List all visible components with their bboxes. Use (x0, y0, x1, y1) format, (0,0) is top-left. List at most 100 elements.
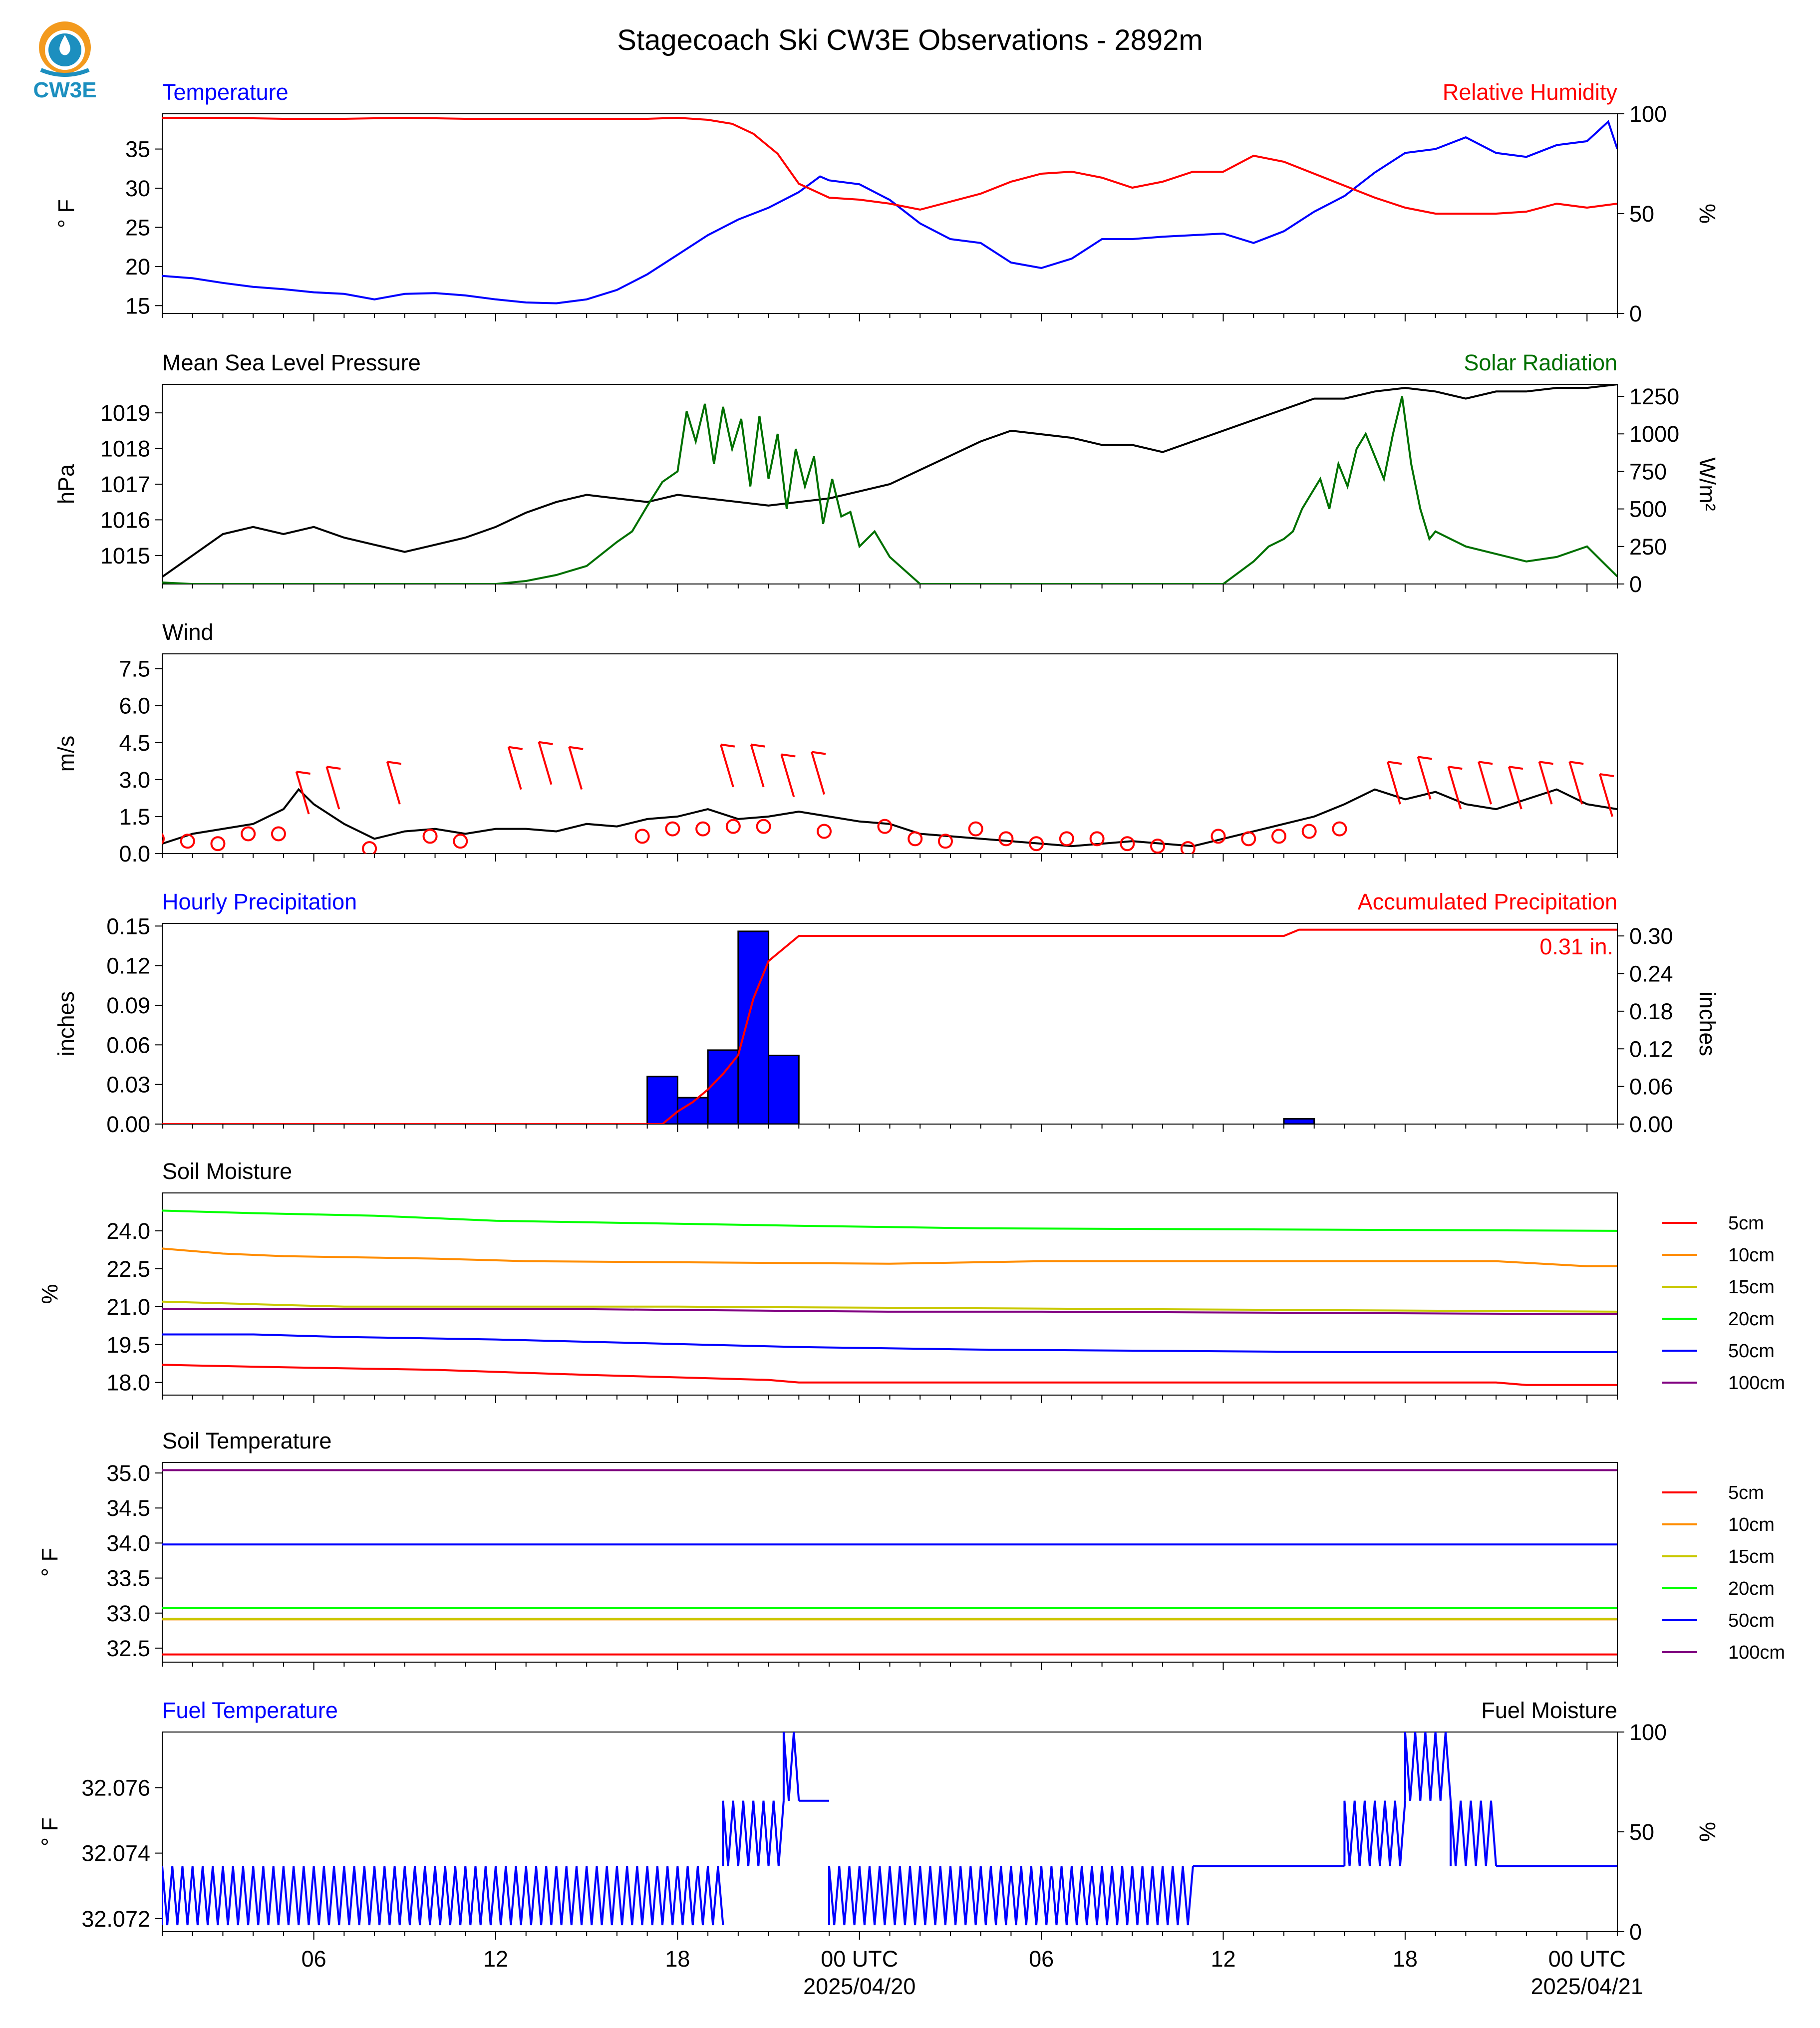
legend-label: 10cm (1728, 1245, 1775, 1266)
wind-barb-flag (569, 746, 584, 750)
y-tick-label-right: 0.12 (1629, 1036, 1673, 1062)
y-axis-label-left: inches (53, 991, 79, 1056)
wind-barb-staff (295, 771, 310, 815)
fuel-temp-line (1404, 1732, 1452, 1801)
fuel-temp-line (162, 1866, 724, 1926)
wind-calm-marker (210, 836, 226, 852)
wind-calm-marker (1241, 831, 1256, 847)
plot-area (162, 928, 1617, 1124)
wind-calm-marker (241, 826, 256, 842)
y-tick-label-left: 1016 (100, 507, 150, 533)
wind-barb-flag (387, 761, 402, 765)
series-line-1 (162, 1247, 1617, 1267)
y-tick-label-left: 0.06 (106, 1032, 150, 1058)
wind-barb-staff (1508, 766, 1522, 810)
wind-calm-marker (1211, 829, 1226, 844)
wind-barb-staff (811, 751, 825, 795)
y-axis-label-right: W/m² (1695, 457, 1720, 511)
y-tick-label-left: 32.072 (81, 1906, 150, 1932)
y-tick-label-left: 7.5 (119, 656, 150, 682)
panels: Temperature Relative Humidity 15 20 25 30 35 ° … (37, 79, 1785, 1999)
y-tick-label-right: 0 (1629, 572, 1642, 597)
series-line-1 (162, 396, 1617, 584)
plot-area (162, 1209, 1617, 1386)
wind-barb-flag (1539, 761, 1553, 765)
y-tick-label-left: 3.0 (119, 767, 150, 793)
panel-title-right: Accumulated Precipitation (1358, 889, 1617, 914)
wind-barb-flag (539, 741, 553, 745)
wind-calm-marker (634, 829, 650, 844)
y-tick-label-right: 0.00 (1629, 1112, 1673, 1137)
panel-title-right: Solar Radiation (1464, 350, 1617, 375)
y-tick-label-left: 30 (125, 176, 150, 201)
water-drop-icon (59, 35, 70, 55)
y-tick-label-left: 4.5 (119, 730, 150, 756)
legend-label: 15cm (1728, 1546, 1775, 1567)
y-tick-label-left: 32.5 (106, 1636, 150, 1661)
y-axis-label-left: % (37, 1284, 62, 1304)
y-axis-label-left: m/s (53, 736, 79, 772)
wind-barb-flag (508, 746, 523, 750)
y-axis-label-left: hPa (53, 464, 79, 504)
wind-calm-marker (180, 834, 195, 849)
wind-barb-staff (538, 742, 553, 785)
y-tick-label-left: 35.0 (106, 1460, 150, 1486)
legend-label: 5cm (1728, 1482, 1764, 1503)
y-tick-label-left: 15 (125, 293, 150, 318)
wind-calm-marker (695, 821, 711, 837)
legend-label: 5cm (1728, 1213, 1764, 1234)
y-axis-label-right: % (1695, 204, 1720, 224)
series-line-0 (162, 928, 1617, 1124)
wind-barb-flag (1478, 761, 1493, 765)
cw3e-logo: CW3E (33, 21, 97, 102)
y-tick-label-right: 1000 (1629, 421, 1679, 447)
y-tick-label-left: 20 (125, 254, 150, 280)
legend-label: 50cm (1728, 1610, 1775, 1631)
series-line-2 (162, 1300, 1617, 1313)
wind-calm-marker (362, 841, 377, 854)
wind-calm-marker (422, 829, 438, 844)
wind-barb-flag (781, 753, 796, 758)
x-tick-label: 18 (665, 1946, 690, 1972)
wind-barb-flag (1418, 756, 1432, 760)
panel-soil_moisture: Soil Moisture 18.0 19.5 21.0 22.5 24.0% 5cm 10c… (37, 1159, 1785, 1403)
y-axis-label-left: ° F (37, 1548, 62, 1577)
panel-temp_rh: Temperature Relative Humidity 15 20 25 30 35 ° … (53, 79, 1720, 326)
wind-barb-staff (1417, 756, 1432, 800)
wind-calm-marker (1059, 831, 1074, 847)
x-tick-label: 00 UTC (1548, 1946, 1626, 1972)
precip-bar (768, 1054, 800, 1124)
precip-total-annotation: 0.31 in. (1539, 934, 1613, 959)
y-tick-label-right: 0.30 (1629, 923, 1673, 949)
wind-barb-flag (720, 743, 735, 748)
panel-title-right: Fuel Moisture (1481, 1698, 1617, 1723)
y-tick-label-right: 0.24 (1629, 961, 1673, 987)
logo-text: CW3E (33, 78, 96, 102)
panel-fuel: Fuel Temperature Fuel Moisture 32.072 32.07… (37, 1698, 1720, 1945)
wind-calm-marker (1180, 841, 1196, 854)
y-axis-label-left: ° F (37, 1817, 62, 1846)
y-tick-label-left: 0.12 (106, 953, 150, 979)
y-tick-label-left: 21.0 (106, 1294, 150, 1320)
legend-label: 50cm (1728, 1341, 1775, 1362)
legend-label: 20cm (1728, 1309, 1775, 1330)
y-tick-label-left: 32.076 (81, 1775, 150, 1800)
plot-area (162, 1732, 1617, 1926)
panel-title-left: Soil Temperature (162, 1428, 331, 1453)
wind-barb-staff (780, 754, 795, 797)
y-tick-label-left: 25 (125, 215, 150, 240)
y-axis-label-right: % (1695, 1822, 1720, 1842)
wind-barb-staff (568, 747, 583, 790)
wind-calm-marker (937, 834, 953, 849)
series-line-5 (162, 1308, 1617, 1315)
fuel-temp-line (1450, 1800, 1498, 1867)
fuel-temp-line (722, 1800, 785, 1867)
panel-title-left: Soil Moisture (162, 1159, 292, 1184)
y-tick-label-left: 22.5 (106, 1256, 150, 1282)
wind-calm-marker (1301, 824, 1317, 839)
y-tick-label-left: 1.5 (119, 804, 150, 830)
x-tick-label: 00 UTC (821, 1946, 898, 1972)
y-axis-label-right: inches (1695, 991, 1720, 1056)
wind-barb-flag (1387, 761, 1402, 765)
